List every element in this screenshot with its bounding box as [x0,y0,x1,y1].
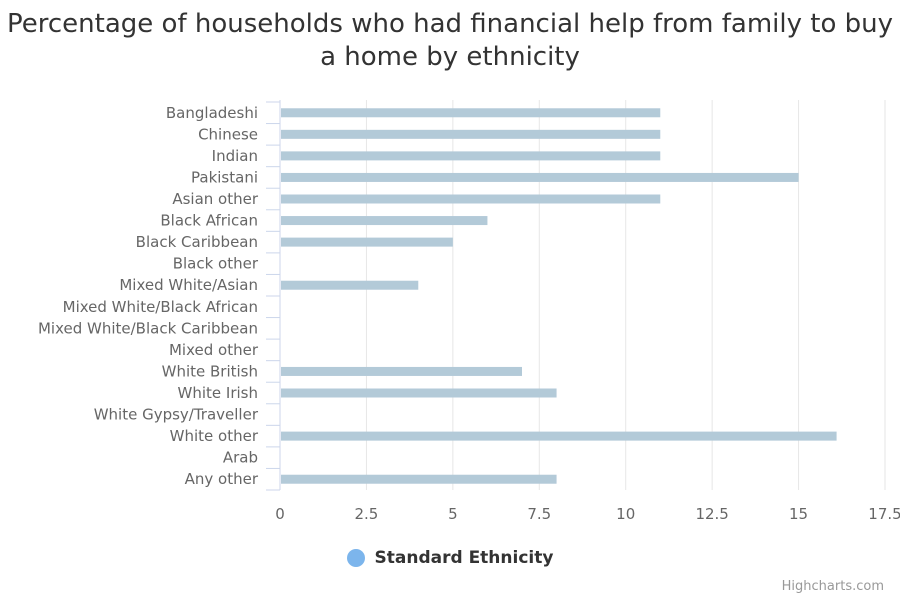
category-label: Black African [160,212,258,230]
category-label: Any other [185,470,259,488]
x-tick-label: 17.5 [868,505,900,523]
category-label: Mixed other [169,341,259,359]
bar[interactable] [281,151,661,161]
bar[interactable] [281,388,557,398]
category-label: Mixed White/Black African [63,298,258,316]
x-tick-label: 7.5 [527,505,551,523]
x-tick-label: 10 [616,505,635,523]
bar[interactable] [281,172,799,182]
bar[interactable] [281,474,557,484]
category-label: Arab [223,449,258,467]
category-label: Pakistani [191,168,258,186]
legend-label[interactable]: Standard Ethnicity [374,548,554,568]
bar[interactable] [281,194,661,204]
legend[interactable]: Standard Ethnicity [0,548,900,568]
x-tick-label: 2.5 [354,505,378,523]
category-label: Black other [173,255,259,273]
bar[interactable] [281,366,522,376]
category-label: White Gypsy/Traveller [94,406,259,424]
bar[interactable] [281,237,453,247]
x-tick-label: 12.5 [695,505,728,523]
x-tick-label: 0 [275,505,285,523]
legend-marker-icon [346,549,365,567]
category-label: Bangladeshi [166,104,258,122]
x-tick-label: 15 [789,505,808,523]
chart-title: Percentage of households who had financi… [7,9,893,72]
category-label: Chinese [198,125,258,143]
category-label: Mixed White/Black Caribbean [38,319,258,337]
category-label: White other [170,427,259,445]
category-label: White British [162,362,258,380]
bar[interactable] [281,280,419,290]
credits-link[interactable]: Highcharts.com [781,579,884,594]
category-label: White Irish [178,384,258,402]
bar[interactable] [281,129,661,139]
category-label: Black Caribbean [136,233,258,251]
x-tick-label: 5 [448,505,458,523]
category-label: Indian [212,147,258,165]
category-label: Mixed White/Asian [119,276,258,294]
bar[interactable] [281,108,661,118]
bar[interactable] [281,431,837,441]
category-label: Asian other [172,190,259,208]
bar[interactable] [281,216,488,226]
